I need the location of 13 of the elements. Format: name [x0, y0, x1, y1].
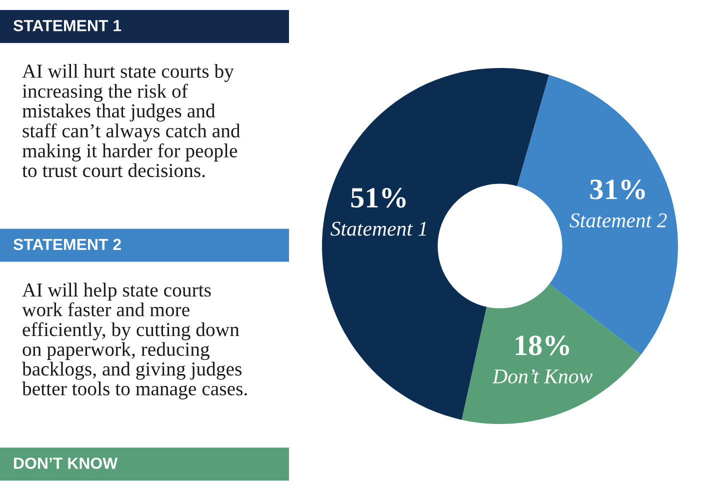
data-label: 51%: [351, 188, 406, 208]
slice-label: Statement 1: [330, 222, 426, 236]
data-label: 31%: [590, 180, 645, 200]
slice-label: Statement 2: [570, 213, 667, 228]
text: AI will help state courts work faster and more efficiently, by cutting down on paperwork, reducing backlogs, and giving judges better tools to manage cases.: [22, 282, 247, 400]
donut-slice: [462, 284, 642, 424]
donut-slice: [517, 74, 678, 355]
text: AI will hurt state courts by increasing the risk of mistakes that judges and staff can’t always catch and making it harder for people to trust court decisions.: [22, 64, 240, 178]
category-label: STATEMENT 2: [13, 238, 121, 250]
data-label: 18%: [516, 336, 570, 356]
category-label: DON’T KNOW: [14, 458, 118, 469]
slice-label: Don’t Know: [492, 369, 593, 384]
category-label: STATEMENT 1: [13, 20, 122, 32]
